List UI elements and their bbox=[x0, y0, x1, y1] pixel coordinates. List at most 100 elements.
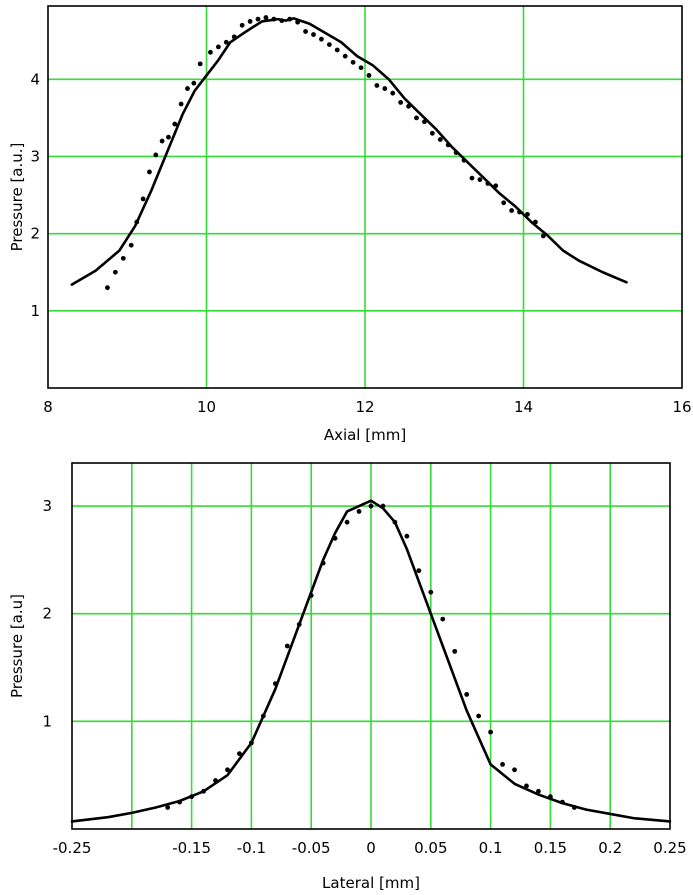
lateral-xtick-label: 0.05 bbox=[414, 839, 447, 857]
axial-data-point bbox=[105, 285, 110, 291]
axial-xtick-label: 8 bbox=[43, 398, 53, 416]
axial-data-point bbox=[185, 86, 190, 91]
axial-data-point bbox=[374, 83, 380, 88]
axial-data-point bbox=[493, 183, 499, 189]
axial-data-point bbox=[366, 73, 372, 78]
axial-data-point bbox=[295, 19, 301, 25]
axial-data-point bbox=[422, 119, 427, 125]
axial-data-point bbox=[231, 34, 237, 40]
lateral-data-point bbox=[476, 713, 482, 719]
lateral-x-axis-label: Lateral [mm] bbox=[322, 874, 420, 892]
axial-data-point bbox=[120, 255, 126, 261]
lateral-ytick-label: 1 bbox=[42, 712, 52, 730]
lateral-xtick-label: -0.05 bbox=[292, 839, 331, 857]
axial-data-point bbox=[469, 175, 475, 181]
lateral-data-point bbox=[177, 799, 183, 805]
lateral-data-point bbox=[464, 692, 470, 697]
axial-y-axis-label: Pressure [a.u.] bbox=[8, 143, 26, 252]
axial-data-point bbox=[326, 42, 332, 47]
lateral-data-point bbox=[272, 681, 278, 687]
axial-data-point bbox=[287, 16, 293, 22]
axial-data-point bbox=[453, 150, 459, 156]
axial-xtick-label: 12 bbox=[355, 398, 374, 416]
axial-ytick-label: 4 bbox=[30, 70, 40, 88]
lateral-data-point bbox=[260, 713, 266, 719]
lateral-data-point bbox=[536, 788, 541, 794]
lateral-data-point bbox=[225, 767, 230, 773]
lateral-data-point bbox=[189, 794, 195, 800]
axial-data-point bbox=[509, 208, 515, 213]
lateral-data-point bbox=[571, 805, 577, 810]
axial-data-point bbox=[540, 233, 546, 239]
axial-plot-frame bbox=[47, 5, 683, 389]
lateral-grid bbox=[72, 463, 670, 829]
axial-data-point bbox=[390, 90, 396, 96]
lateral-data-point bbox=[392, 519, 398, 525]
lateral-data-point bbox=[201, 788, 206, 794]
axial-data-point bbox=[147, 169, 152, 175]
axial-data-point bbox=[166, 134, 171, 140]
lateral-plot-frame bbox=[71, 462, 671, 830]
lateral-xtick-label: -0.15 bbox=[172, 839, 211, 857]
axial-ytick-label: 3 bbox=[30, 147, 40, 165]
axial-data-point bbox=[358, 65, 364, 71]
axial-data-point bbox=[153, 152, 159, 158]
axial-measured-points bbox=[105, 15, 546, 291]
lateral-data-point bbox=[452, 648, 458, 654]
lateral-data-point bbox=[308, 593, 314, 598]
axial-data-point bbox=[140, 196, 146, 202]
axial-data-point bbox=[279, 18, 285, 24]
axial-data-point bbox=[191, 80, 197, 86]
lateral-measured-points bbox=[165, 503, 577, 810]
axial-x-axis-label: Axial [mm] bbox=[324, 426, 406, 444]
lateral-data-point bbox=[344, 519, 350, 525]
axial-data-point bbox=[532, 219, 538, 225]
axial-data-point bbox=[445, 142, 451, 148]
lateral-data-point bbox=[380, 503, 386, 509]
axial-data-point bbox=[477, 177, 483, 183]
axial-data-point bbox=[134, 219, 140, 225]
lateral-data-point bbox=[524, 783, 529, 789]
axial-data-point bbox=[319, 36, 324, 42]
lateral-data-point bbox=[356, 509, 362, 514]
lateral-pressure-chart: -0.25 -0.15 -0.1 -0.05 0 0.05 0.1 0.15 0.2 0.25 1 2… bbox=[8, 462, 687, 892]
lateral-data-point bbox=[296, 622, 302, 627]
lateral-xtick-label: 0 bbox=[366, 839, 376, 857]
lateral-data-point bbox=[500, 762, 505, 767]
axial-data-point bbox=[501, 200, 507, 206]
axial-data-point bbox=[437, 137, 443, 142]
lateral-xtick-label: -0.25 bbox=[53, 839, 92, 857]
axial-data-point bbox=[525, 211, 530, 217]
lateral-data-point bbox=[428, 589, 434, 595]
axial-data-point bbox=[406, 103, 411, 109]
axial-xtick-label: 16 bbox=[672, 398, 691, 416]
lateral-data-point bbox=[213, 778, 218, 783]
lateral-data-point bbox=[488, 729, 493, 735]
axial-data-point bbox=[197, 61, 203, 67]
lateral-xtick-label: -0.1 bbox=[237, 839, 266, 857]
axial-data-point bbox=[128, 242, 134, 248]
axial-data-point bbox=[350, 59, 356, 65]
lateral-ytick-label: 3 bbox=[42, 497, 52, 515]
axial-data-point bbox=[239, 22, 245, 28]
axial-data-point bbox=[215, 44, 221, 50]
lateral-data-point bbox=[404, 533, 410, 539]
axial-ytick-label: 2 bbox=[30, 225, 40, 243]
lateral-data-point bbox=[548, 794, 553, 800]
lateral-data-point bbox=[237, 751, 242, 757]
lateral-xtick-label: 0.25 bbox=[653, 839, 686, 857]
axial-xtick-label: 14 bbox=[514, 398, 533, 416]
axial-data-point bbox=[429, 130, 435, 136]
axial-data-point bbox=[334, 47, 340, 53]
axial-data-point bbox=[398, 100, 404, 105]
axial-data-point bbox=[461, 157, 467, 163]
lateral-data-point bbox=[416, 568, 422, 574]
axial-data-point bbox=[247, 19, 253, 24]
axial-data-point bbox=[342, 53, 348, 59]
axial-data-point bbox=[311, 32, 316, 37]
axial-grid bbox=[48, 6, 682, 388]
axial-data-point bbox=[172, 121, 178, 127]
lateral-data-point bbox=[512, 767, 517, 773]
axial-data-point bbox=[485, 181, 491, 186]
